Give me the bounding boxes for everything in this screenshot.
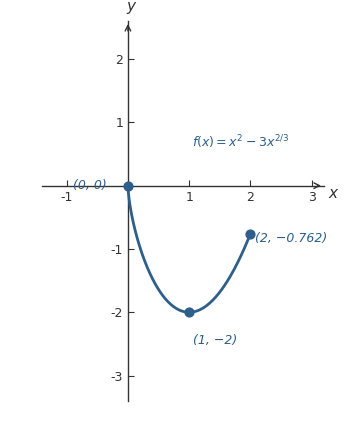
Text: $f(x) = x^2 - 3x^{2/3}$: $f(x) = x^2 - 3x^{2/3}$ [192, 133, 290, 151]
Point [186, 309, 192, 316]
Text: y: y [126, 0, 136, 14]
Text: (2, −0.762): (2, −0.762) [255, 232, 327, 245]
Point [125, 182, 131, 189]
Text: x: x [328, 186, 337, 201]
Point [247, 230, 253, 237]
Text: (1, −2): (1, −2) [194, 334, 238, 347]
Text: (0, 0): (0, 0) [73, 179, 107, 192]
